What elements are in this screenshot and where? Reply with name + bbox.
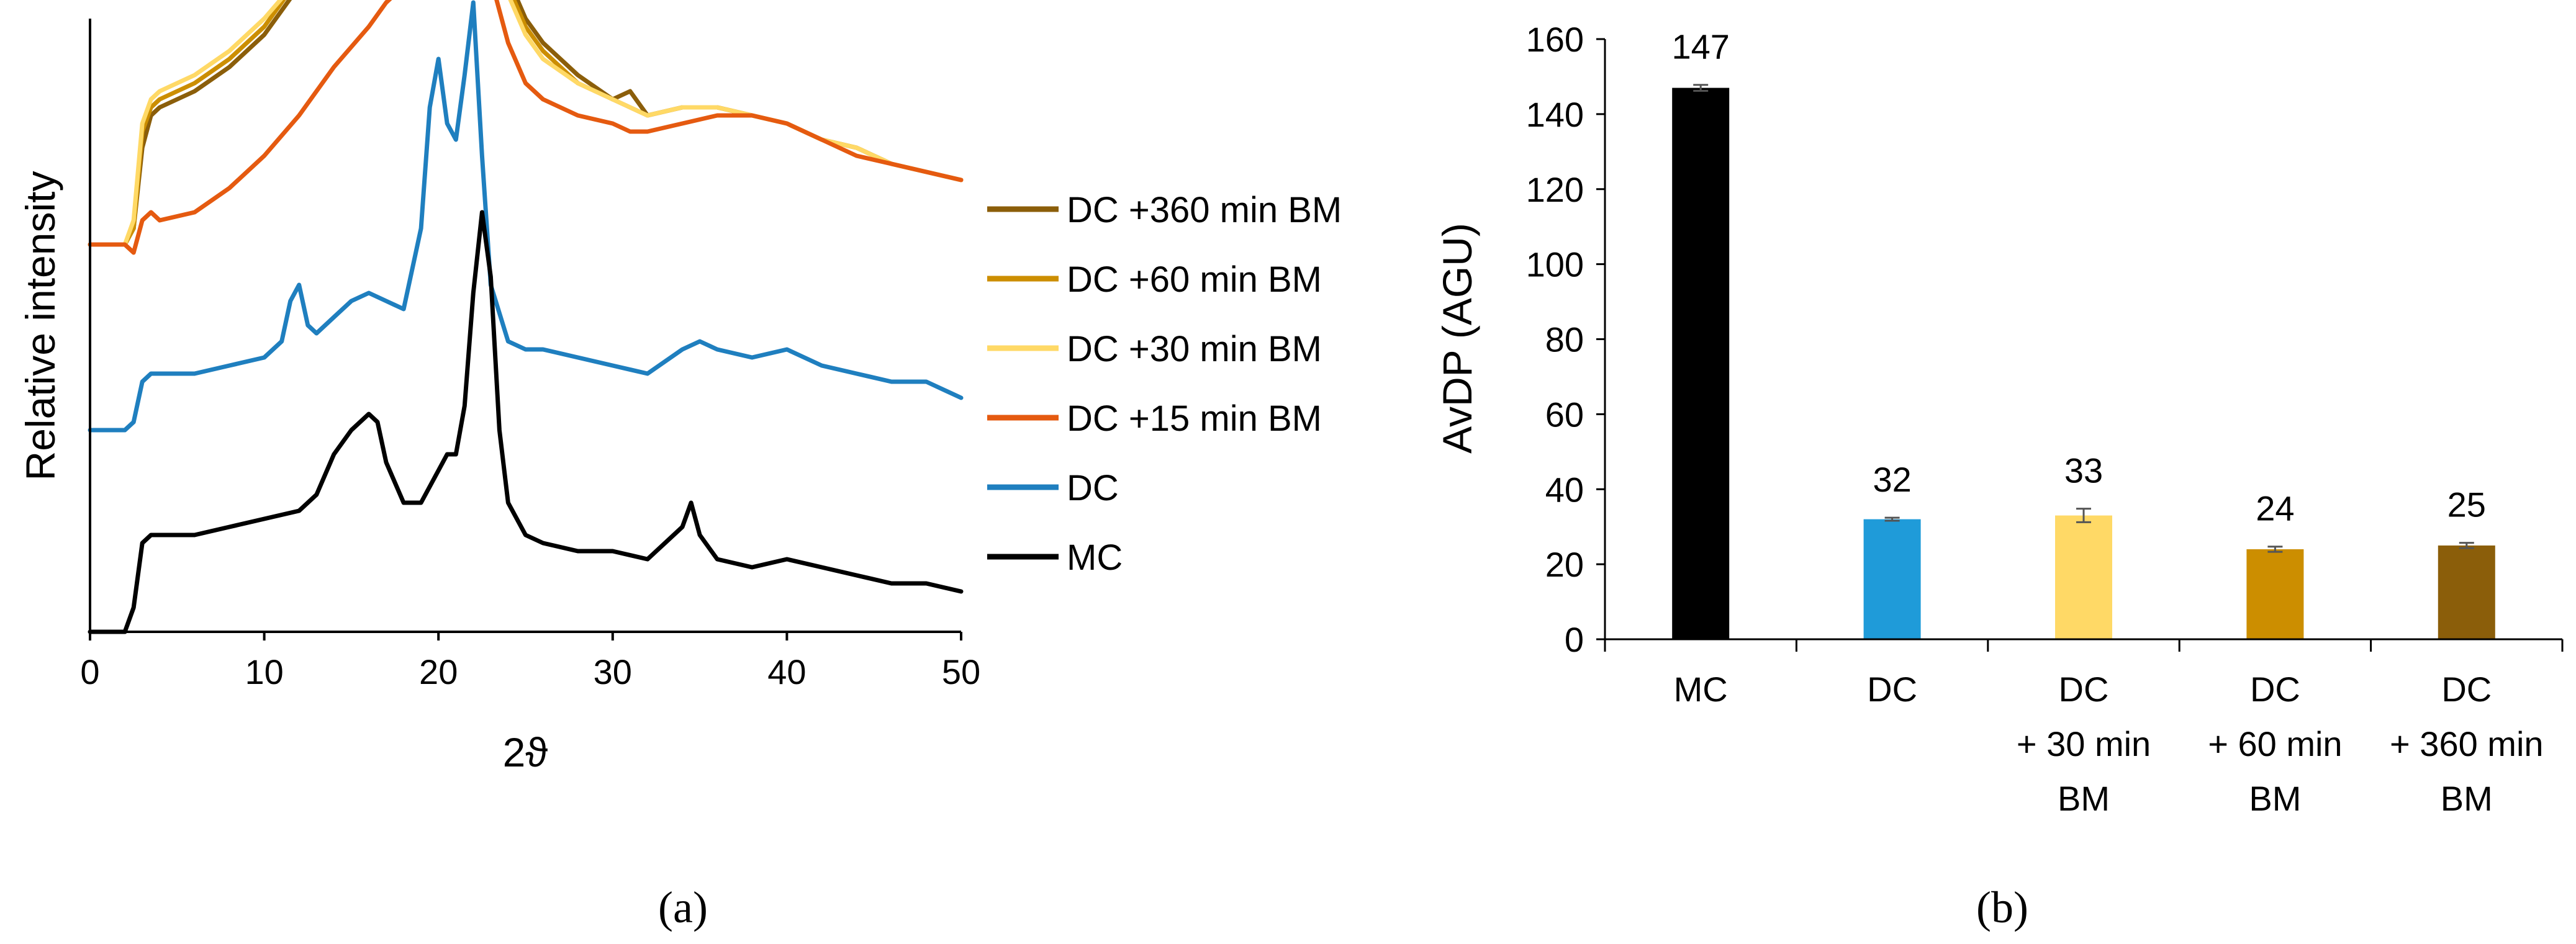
xrd-series-group	[88, 0, 964, 634]
series-line-dc	[88, 0, 964, 433]
y-tick-group: 0 20 40 60 80 100 120 140 160	[1526, 20, 1605, 659]
legend-item-dc-30-min-bm: DC +30 min BM	[987, 329, 1322, 369]
legend-label: DC +15 min BM	[1067, 398, 1322, 439]
x-category-group: MC DC DC + 30 min BM DC + 60 min BM DC + 360 min B…	[1604, 639, 2564, 818]
x-tick-label: 40	[767, 652, 806, 691]
legend-label: MC	[1067, 537, 1123, 578]
bar-dc-60-min-bm	[2246, 549, 2304, 639]
y-tick-label: 100	[1526, 245, 1584, 284]
x-category-label: DC	[1867, 670, 1917, 709]
series-line-dc-30-min-bm	[88, 0, 964, 247]
x-axis-title: 2ϑ	[503, 729, 548, 775]
bar-dc	[1863, 519, 1921, 639]
panel-label-a: (a)	[658, 883, 708, 932]
bar-data-label: 24	[2256, 489, 2294, 528]
x-category-label: BM	[2249, 779, 2301, 818]
y-tick-label: 0	[1565, 620, 1584, 659]
y-tick-label: 20	[1545, 545, 1584, 584]
legend-label: DC +60 min BM	[1067, 259, 1322, 300]
legend-item-dc: DC	[987, 468, 1119, 508]
bar-data-label: 147	[1671, 27, 1729, 66]
legend: DC +360 min BM DC +60 min BM DC +30 min BM…	[987, 190, 1342, 578]
bar-mc	[1672, 88, 1730, 640]
y-tick-label: 60	[1545, 395, 1584, 434]
x-category-label: DC	[2441, 670, 2492, 709]
series-line-dc-15-min-bm	[88, 0, 964, 255]
bar-data-label: 32	[1873, 460, 1911, 499]
bar-dc-30-min-bm	[2055, 515, 2112, 639]
series-line-mc	[88, 210, 964, 634]
bar-group: 147 32 33 24 25	[1671, 27, 2495, 640]
x-tick-group: 0 10 20 30 40 50	[80, 632, 980, 691]
x-category-label: + 30 min	[2017, 724, 2151, 763]
legend-label: DC +30 min BM	[1067, 329, 1322, 369]
x-tick-label: 0	[80, 652, 99, 691]
x-category-label: DC	[2059, 670, 2109, 709]
y-tick-label: 80	[1545, 320, 1584, 359]
x-category-label: DC	[2250, 670, 2300, 709]
x-tick-label: 10	[245, 652, 283, 691]
y-axis-title: Relative intensity	[17, 171, 63, 481]
legend-item-dc-60-min-bm: DC +60 min BM	[987, 259, 1322, 300]
x-category-label: MC	[1674, 670, 1728, 709]
x-category-label: BM	[2441, 779, 2493, 818]
avdp-bar-chart: 0 20 40 60 80 100 120 140 160 147 32 33 24 25 MC DC DC…	[1434, 20, 2564, 932]
x-category-label: + 60 min	[2208, 724, 2342, 763]
y-tick-label: 120	[1526, 170, 1584, 209]
x-tick-label: 20	[419, 652, 458, 691]
bar-data-label: 25	[2447, 485, 2486, 524]
y-tick-label: 160	[1526, 20, 1584, 59]
x-category-label: + 360 min	[2390, 724, 2544, 763]
legend-label: DC	[1067, 468, 1119, 508]
x-tick-label: 30	[594, 652, 632, 691]
y-tick-label: 140	[1526, 95, 1584, 134]
bar-data-label: 33	[2064, 451, 2103, 490]
legend-item-dc-360-min-bm: DC +360 min BM	[987, 190, 1342, 230]
bar-dc-360-min-bm	[2438, 545, 2495, 639]
legend-item-mc: MC	[987, 537, 1123, 578]
legend-label: DC +360 min BM	[1067, 190, 1342, 230]
x-category-label: BM	[2058, 779, 2110, 818]
y-axis-title: AvDP (AGU)	[1434, 223, 1480, 454]
y-tick-label: 40	[1545, 470, 1584, 509]
x-tick-label: 50	[942, 652, 980, 691]
panel-label-b: (b)	[1976, 883, 2028, 932]
xrd-line-chart: 0 10 20 30 40 50 Relative intensity 2ϑ DC +36…	[17, 0, 1342, 932]
legend-item-dc-15-min-bm: DC +15 min BM	[987, 398, 1322, 439]
